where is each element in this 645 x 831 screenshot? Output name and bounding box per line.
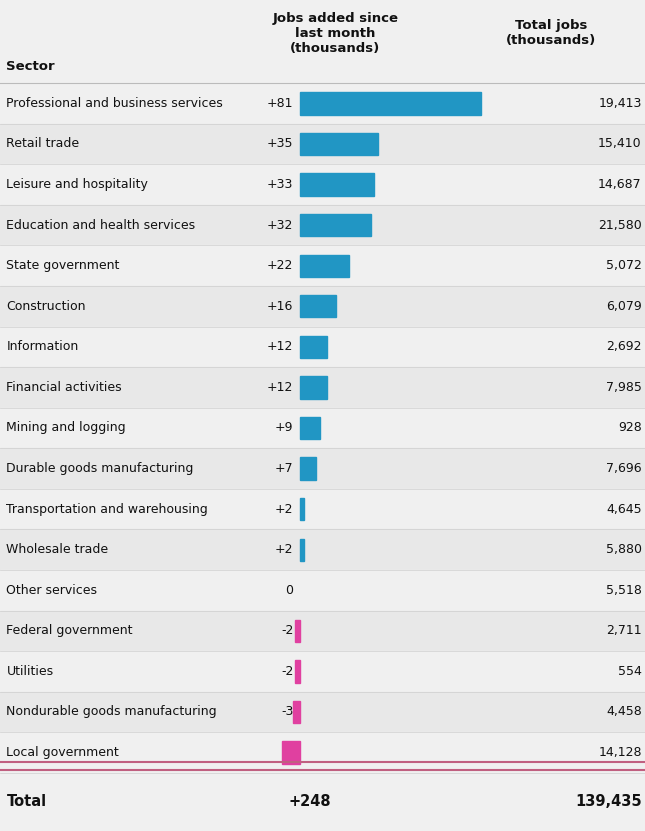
- Text: 14,128: 14,128: [599, 746, 642, 759]
- Bar: [293, 701, 300, 723]
- Text: State government: State government: [6, 259, 120, 273]
- Text: Total jobs
(thousands): Total jobs (thousands): [506, 19, 597, 47]
- Text: 15,410: 15,410: [598, 137, 642, 150]
- Text: 5,518: 5,518: [606, 583, 642, 597]
- Bar: [300, 457, 315, 479]
- Text: 2,711: 2,711: [606, 624, 642, 637]
- Text: 139,435: 139,435: [575, 794, 642, 809]
- Text: Construction: Construction: [6, 300, 86, 312]
- Text: 5,880: 5,880: [606, 543, 642, 556]
- Text: +248: +248: [288, 794, 331, 809]
- Text: 4,645: 4,645: [606, 503, 642, 515]
- Bar: [0, 529, 645, 570]
- Text: Education and health services: Education and health services: [6, 219, 195, 232]
- Bar: [300, 254, 349, 277]
- Bar: [0, 245, 645, 286]
- Bar: [0, 652, 645, 691]
- Bar: [0, 124, 645, 165]
- Text: -3: -3: [281, 706, 293, 719]
- Bar: [0, 327, 645, 367]
- Text: 2,692: 2,692: [606, 341, 642, 353]
- Bar: [0, 367, 645, 408]
- Bar: [300, 92, 481, 115]
- Text: +35: +35: [267, 137, 293, 150]
- Text: 6,079: 6,079: [606, 300, 642, 312]
- Text: +81: +81: [267, 97, 293, 110]
- Bar: [295, 620, 300, 642]
- Text: Local government: Local government: [6, 746, 119, 759]
- Text: Retail trade: Retail trade: [6, 137, 79, 150]
- Bar: [0, 489, 645, 529]
- Bar: [0, 448, 645, 489]
- Text: Nondurable goods manufacturing: Nondurable goods manufacturing: [6, 706, 217, 719]
- Text: -2: -2: [281, 624, 293, 637]
- Bar: [0, 0, 645, 83]
- Text: +2: +2: [275, 543, 293, 556]
- Text: +22: +22: [267, 259, 293, 273]
- Bar: [300, 417, 320, 439]
- Bar: [300, 538, 304, 561]
- Text: 7,985: 7,985: [606, 381, 642, 394]
- Text: 554: 554: [618, 665, 642, 678]
- Bar: [282, 741, 300, 764]
- Bar: [300, 174, 373, 195]
- Text: Mining and logging: Mining and logging: [6, 421, 126, 435]
- Text: Wholesale trade: Wholesale trade: [6, 543, 108, 556]
- Text: +2: +2: [275, 503, 293, 515]
- Text: Other services: Other services: [6, 583, 97, 597]
- Text: 5,072: 5,072: [606, 259, 642, 273]
- Text: Sector: Sector: [6, 60, 55, 73]
- Text: Utilities: Utilities: [6, 665, 54, 678]
- Text: +16: +16: [267, 300, 293, 312]
- Bar: [295, 661, 300, 682]
- Text: 19,413: 19,413: [599, 97, 642, 110]
- Bar: [300, 214, 372, 236]
- Bar: [0, 165, 645, 204]
- Bar: [300, 376, 326, 399]
- Text: +9: +9: [275, 421, 293, 435]
- Text: +33: +33: [267, 178, 293, 191]
- Text: 928: 928: [618, 421, 642, 435]
- Bar: [0, 691, 645, 732]
- Bar: [0, 286, 645, 327]
- Bar: [300, 498, 304, 520]
- Text: Information: Information: [6, 341, 79, 353]
- Bar: [0, 773, 645, 831]
- Bar: [0, 408, 645, 448]
- Text: -8: -8: [281, 746, 293, 759]
- Text: 14,687: 14,687: [598, 178, 642, 191]
- Text: Transportation and warehousing: Transportation and warehousing: [6, 503, 208, 515]
- Text: -2: -2: [281, 665, 293, 678]
- Text: 7,696: 7,696: [606, 462, 642, 475]
- Text: Durable goods manufacturing: Durable goods manufacturing: [6, 462, 194, 475]
- Text: Professional and business services: Professional and business services: [6, 97, 223, 110]
- Bar: [0, 611, 645, 652]
- Text: Leisure and hospitality: Leisure and hospitality: [6, 178, 148, 191]
- Bar: [0, 732, 645, 773]
- Text: +7: +7: [275, 462, 293, 475]
- Text: +32: +32: [267, 219, 293, 232]
- Text: 0: 0: [286, 583, 293, 597]
- Text: 21,580: 21,580: [598, 219, 642, 232]
- Text: 4,458: 4,458: [606, 706, 642, 719]
- Text: Financial activities: Financial activities: [6, 381, 122, 394]
- Bar: [0, 83, 645, 124]
- Text: Jobs added since
last month
(thousands): Jobs added since last month (thousands): [272, 12, 399, 55]
- Bar: [300, 133, 378, 155]
- Text: Federal government: Federal government: [6, 624, 133, 637]
- Text: +12: +12: [267, 381, 293, 394]
- Text: +12: +12: [267, 341, 293, 353]
- Bar: [300, 336, 326, 358]
- Bar: [300, 295, 335, 317]
- Text: Total: Total: [6, 794, 46, 809]
- Bar: [0, 204, 645, 245]
- Bar: [0, 570, 645, 611]
